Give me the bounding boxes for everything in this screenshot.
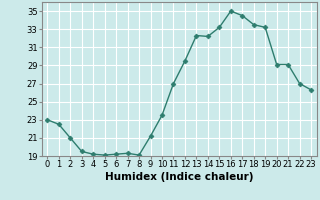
X-axis label: Humidex (Indice chaleur): Humidex (Indice chaleur) xyxy=(105,172,253,182)
